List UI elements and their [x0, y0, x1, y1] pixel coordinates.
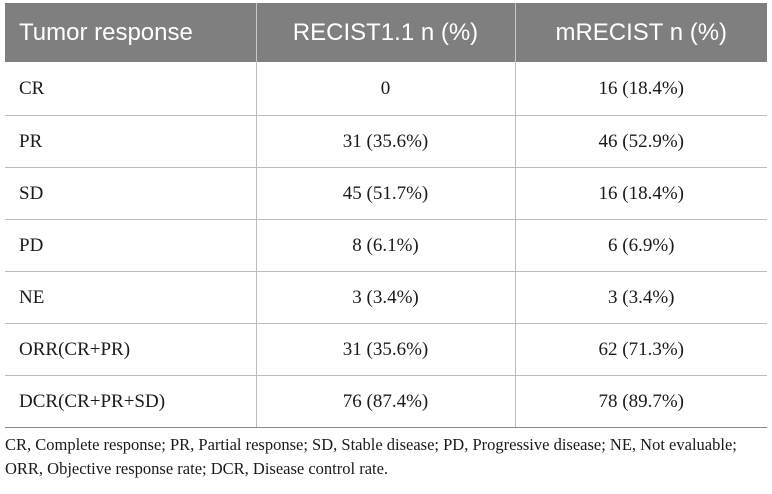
row-label: NE — [5, 271, 257, 324]
header-mrecist: mRECIST n (%) — [515, 3, 767, 62]
row-label: SD — [5, 167, 257, 220]
table-header: Tumor response RECIST1.1 n (%) mRECIST n… — [5, 3, 767, 62]
table-row: SD 45 (51.7%) 16 (18.4%) — [5, 167, 767, 220]
tumor-response-table: Tumor response RECIST1.1 n (%) mRECIST n… — [5, 3, 767, 428]
recist-value: 0 — [256, 62, 516, 116]
table-row: PR 31 (35.6%) 46 (52.9%) — [5, 115, 767, 168]
tumor-response-table-container: Tumor response RECIST1.1 n (%) mRECIST n… — [5, 3, 767, 428]
row-label: ORR(CR+PR) — [5, 323, 257, 376]
recist-value: 3 (3.4%) — [256, 271, 516, 324]
mrecist-value: 46 (52.9%) — [515, 115, 767, 168]
mrecist-value: 62 (71.3%) — [515, 323, 767, 376]
recist-value: 31 (35.6%) — [256, 323, 516, 376]
recist-value: 45 (51.7%) — [256, 167, 516, 220]
mrecist-value: 6 (6.9%) — [515, 219, 767, 272]
header-tumor-response: Tumor response — [5, 3, 257, 62]
mrecist-value: 3 (3.4%) — [515, 271, 767, 324]
recist-value: 8 (6.1%) — [256, 219, 516, 272]
table-row: NE 3 (3.4%) 3 (3.4%) — [5, 271, 767, 324]
table-footnote: CR, Complete response; PR, Partial respo… — [5, 435, 737, 478]
table-row: CR 0 16 (18.4%) — [5, 62, 767, 116]
table-body: CR 0 16 (18.4%) PR 31 (35.6%) 46 (52.9%)… — [5, 62, 767, 428]
row-label: DCR(CR+PR+SD) — [5, 375, 257, 428]
mrecist-value: 16 (18.4%) — [515, 62, 767, 116]
header-recist: RECIST1.1 n (%) — [256, 3, 516, 62]
row-label: PR — [5, 115, 257, 168]
recist-value: 31 (35.6%) — [256, 115, 516, 168]
table-row: PD 8 (6.1%) 6 (6.9%) — [5, 219, 767, 272]
mrecist-value: 16 (18.4%) — [515, 167, 767, 220]
header-row: Tumor response RECIST1.1 n (%) mRECIST n… — [5, 3, 767, 62]
mrecist-value: 78 (89.7%) — [515, 375, 767, 428]
table-row: DCR(CR+PR+SD) 76 (87.4%) 78 (89.7%) — [5, 375, 767, 428]
table-row: ORR(CR+PR) 31 (35.6%) 62 (71.3%) — [5, 323, 767, 376]
row-label: PD — [5, 219, 257, 272]
recist-value: 76 (87.4%) — [256, 375, 516, 428]
row-label: CR — [5, 62, 257, 116]
